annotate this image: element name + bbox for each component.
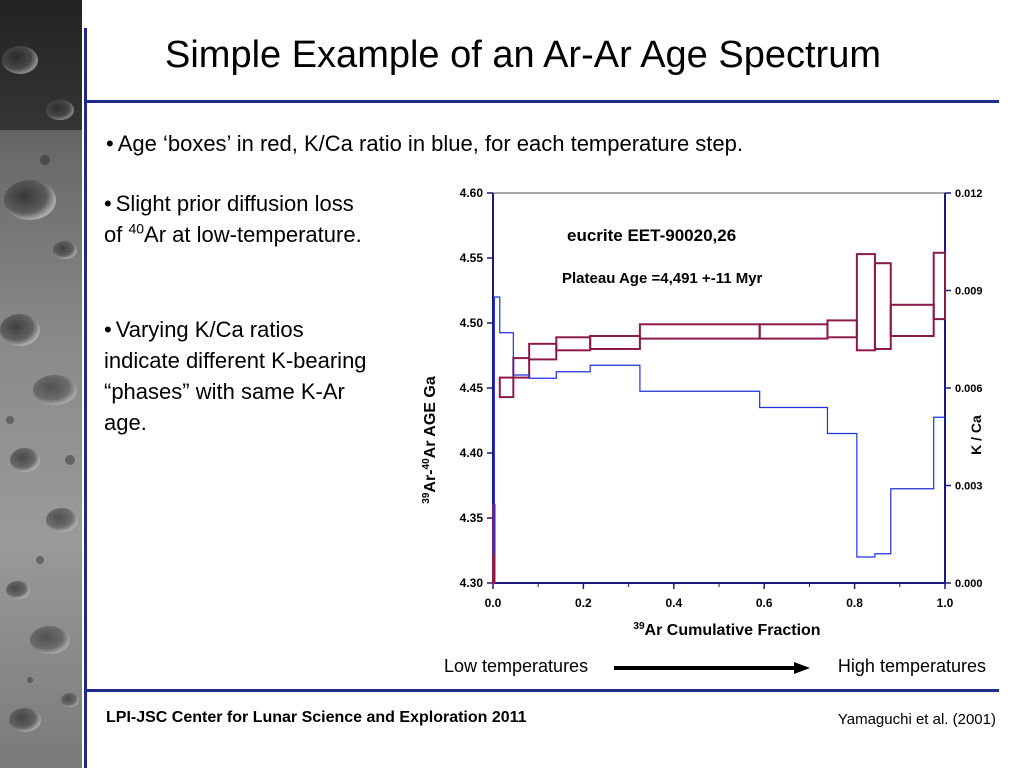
age-box bbox=[932, 251, 947, 321]
y-left-tick-label: 4.45 bbox=[460, 381, 484, 395]
footer-rule bbox=[84, 689, 999, 692]
kca-line-layer bbox=[493, 296, 945, 558]
title-rule bbox=[84, 100, 999, 103]
footer-citation: Yamaguchi et al. (2001) bbox=[837, 711, 996, 728]
bullet-kca-phases: • Varying K/Ca ratios indicate different … bbox=[104, 314, 374, 438]
age-box bbox=[589, 335, 641, 350]
y-left-tick-label: 4.55 bbox=[460, 251, 484, 265]
age-boxes-layer bbox=[492, 251, 947, 584]
age-box bbox=[498, 376, 515, 399]
plateau-annotation: Plateau Age =4,491 +-11 Myr bbox=[562, 270, 763, 287]
x-axis-label: 39Ar Cumulative Fraction bbox=[633, 621, 820, 639]
age-box bbox=[758, 323, 829, 340]
y-left-tick-label: 4.30 bbox=[460, 576, 484, 590]
y-right-tick-label: 0.012 bbox=[955, 188, 983, 200]
age-box bbox=[826, 319, 858, 339]
moon-surface-image bbox=[0, 0, 82, 768]
age-box bbox=[555, 336, 592, 352]
x-axis-label-text: Ar Cumulative Fraction bbox=[645, 622, 821, 639]
y-right-tick-label: 0.006 bbox=[955, 383, 983, 395]
bullet-text: Varying K/Ca ratios indicate different K… bbox=[104, 317, 367, 435]
bullet-glyph: • bbox=[104, 191, 112, 216]
bullet-text-post: Ar at low-temperature. bbox=[144, 222, 362, 247]
bullet-glyph: • bbox=[106, 131, 114, 156]
age-box bbox=[889, 303, 935, 338]
low-temperatures-label: Low temperatures bbox=[444, 656, 589, 676]
bullet-diffusion-loss: • Slight prior diffusion loss of 40Ar at … bbox=[104, 188, 364, 250]
slide-title: Simple Example of an Ar-Ar Age Spectrum bbox=[165, 34, 881, 76]
high-temperatures-label: High temperatures bbox=[837, 656, 986, 676]
age-spectrum-chart: 0.0 0.2 0.4 0.6 0.8 1.0 4.30 4.35 4.40 4.45 4.50 4.… bbox=[421, 186, 984, 639]
kca-series-line bbox=[493, 296, 945, 558]
y-left-tick-label: 4.50 bbox=[460, 316, 484, 330]
age-box bbox=[855, 253, 876, 352]
sample-annotation: eucrite EET-90020,26 bbox=[567, 226, 736, 245]
bullet-age-boxes: • Age ‘boxes’ in red, K/Ca ratio in blue,… bbox=[106, 128, 986, 159]
y-left-tick-label: 4.60 bbox=[460, 186, 484, 200]
y-right-tick-label: 0.000 bbox=[955, 578, 983, 590]
y-axis-left-label: 39Ar-40Ar AGE Ga bbox=[421, 376, 439, 504]
y-axis-right-label: K / Ca bbox=[968, 415, 984, 455]
bullet-glyph: • bbox=[104, 317, 112, 342]
x-tick-label: 0.8 bbox=[846, 596, 863, 610]
y-label-sup2: 40 bbox=[421, 458, 432, 470]
y-right-tick-label: 0.009 bbox=[955, 286, 983, 298]
left-rule bbox=[84, 28, 87, 768]
y-label-mid: Ar- bbox=[422, 469, 439, 492]
temperature-scale: Low temperatures High temperatures bbox=[440, 652, 1000, 682]
bullet-text-pre: Slight prior diffusion loss of bbox=[104, 191, 354, 247]
y-label-text: Ar AGE Ga bbox=[422, 376, 439, 458]
age-box bbox=[528, 342, 558, 361]
isotope-superscript: 40 bbox=[128, 220, 145, 237]
axis-layer: 0.0 0.2 0.4 0.6 0.8 1.0 4.30 4.35 4.40 4.45 4.50 4.… bbox=[460, 186, 983, 610]
chart-labels-layer: eucrite EET-90020,26 Plateau Age =4,491 … bbox=[421, 226, 984, 639]
x-tick-label: 1.0 bbox=[937, 596, 954, 610]
plot-frame bbox=[492, 192, 946, 584]
age-box bbox=[873, 262, 892, 350]
x-tick-label: 0.4 bbox=[665, 596, 682, 610]
x-tick-label: 0.6 bbox=[756, 596, 773, 610]
age-box bbox=[638, 323, 761, 340]
footer-organization: LPI-JSC Center for Lunar Science and Exp… bbox=[106, 709, 527, 726]
y-left-tick-label: 4.40 bbox=[460, 446, 484, 460]
y-right-tick-label: 0.003 bbox=[955, 481, 983, 493]
x-tick-label: 0.2 bbox=[575, 596, 592, 610]
x-axis-label-sup: 39 bbox=[633, 621, 645, 632]
y-left-tick-label: 4.35 bbox=[460, 511, 484, 525]
y-label-sup1: 39 bbox=[421, 492, 432, 504]
x-tick-label: 0.0 bbox=[485, 596, 502, 610]
right-arrow-icon bbox=[614, 662, 810, 674]
bullet-text: Age ‘boxes’ in red, K/Ca ratio in blue, … bbox=[117, 131, 744, 156]
